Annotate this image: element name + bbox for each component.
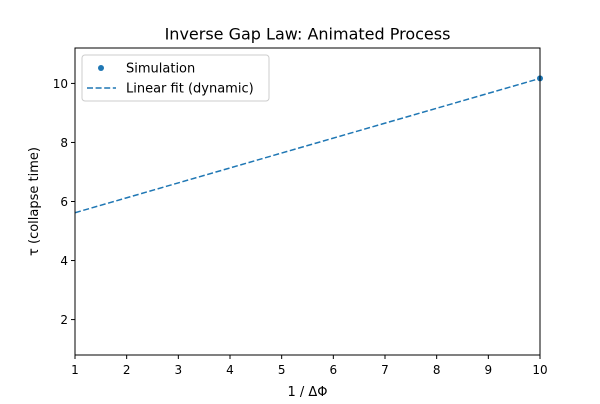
legend: Simulation Linear fit (dynamic) [81, 54, 270, 102]
x-tick-label: 6 [330, 363, 338, 377]
x-tick-label: 3 [175, 363, 183, 377]
chart-title: Inverse Gap Law: Animated Process [165, 25, 451, 44]
x-axis-label: 1 / ΔΦ [287, 385, 327, 400]
y-tick-label: 6 [60, 195, 68, 209]
x-tick-label: 5 [278, 363, 286, 377]
legend-marker-simulation [98, 65, 104, 71]
x-tick-label: 2 [123, 363, 131, 377]
y-tick-label: 8 [60, 136, 68, 150]
x-tick-label: 1 [71, 363, 79, 377]
legend-label-linear-fit: Linear fit (dynamic) [126, 82, 254, 97]
y-tick-label: 4 [60, 254, 68, 268]
y-axis-ticks: 2 4 6 8 10 [53, 77, 75, 327]
y-axis-label: τ (collapse time) [27, 147, 42, 256]
x-tick-label: 10 [532, 363, 547, 377]
legend-box [81, 54, 270, 102]
legend-label-simulation: Simulation [126, 62, 195, 77]
x-tick-label: 7 [381, 363, 389, 377]
x-axis-ticks: 1 2 3 4 5 6 7 8 9 10 [71, 355, 548, 377]
y-tick-label: 2 [60, 313, 68, 327]
y-tick-label: 10 [53, 77, 68, 91]
x-tick-label: 9 [485, 363, 493, 377]
fit-line [74, 77, 541, 214]
x-tick-label: 4 [226, 363, 234, 377]
x-tick-label: 8 [433, 363, 441, 377]
